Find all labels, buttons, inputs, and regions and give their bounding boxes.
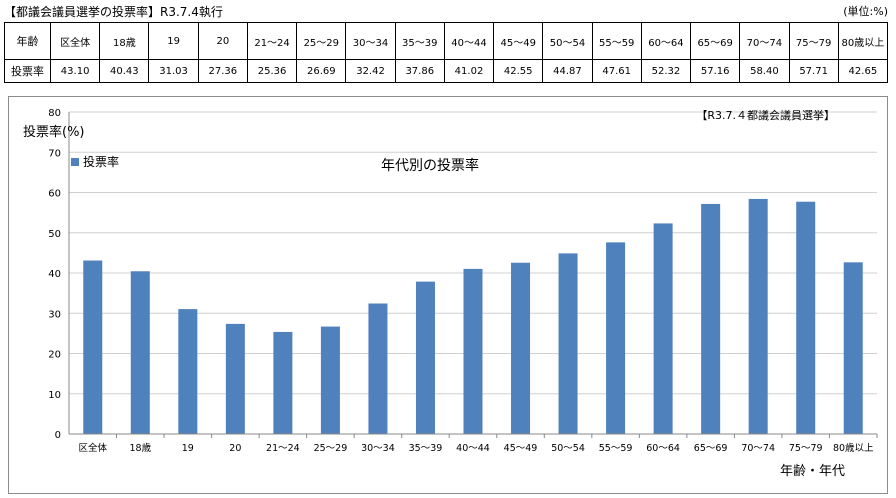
table-header-cell: 19 <box>148 22 199 60</box>
chart-container: 0 10 20 30 40 50 60 70 80 区全体 18歳 19 20 21～24 25～29 30… <box>8 96 888 494</box>
table-value-cell: 27.36 <box>197 59 248 83</box>
table-row-label: 投票率 <box>4 59 51 83</box>
x-tick-label: 25～29 <box>314 443 348 454</box>
table-header-cell: 40～44 <box>443 22 495 60</box>
x-tick-label: 区全体 <box>79 442 108 454</box>
bar <box>606 242 626 434</box>
y-tick-label: 30 <box>48 309 61 320</box>
table-header-cell: 65～69 <box>690 22 741 60</box>
table-value-cell: 40.43 <box>99 59 150 83</box>
bar <box>843 262 863 434</box>
x-tick-label: 30～34 <box>361 443 395 454</box>
y-tick-label: 70 <box>48 148 61 159</box>
table-value-cell: 31.03 <box>148 59 199 83</box>
table-value-cell: 42.55 <box>493 59 544 83</box>
x-tick-label: 18歳 <box>129 442 151 454</box>
x-tick-label: 20 <box>229 443 241 454</box>
table-header-cell: 60～64 <box>640 22 692 60</box>
table-header-cell: 80歳以上 <box>837 22 889 60</box>
turnout-table: 年齢 区全体 18歳 19 20 21～24 25～29 30～34 35～39 40～44 45… <box>4 22 889 83</box>
unit-label: (単位:%) <box>843 5 888 18</box>
table-value-cell: 26.69 <box>296 59 347 83</box>
table-value-cell: 58.40 <box>739 59 790 83</box>
table-header-cell: 区全体 <box>49 22 101 60</box>
table-header-cell: 20 <box>197 22 248 60</box>
y-tick-label: 60 <box>48 189 61 200</box>
bar <box>463 268 483 434</box>
table-row-label: 年齢 <box>4 22 51 60</box>
page-title: 【都議会議員選挙の投票率】R3.7.4執行 <box>4 5 223 19</box>
bar <box>368 303 388 434</box>
x-tick-label: 19 <box>182 443 194 454</box>
bar <box>130 271 150 434</box>
y-tick-labels: 0 10 20 30 40 50 60 70 80 <box>48 108 61 441</box>
bar <box>178 309 198 434</box>
bar-chart: 0 10 20 30 40 50 60 70 80 区全体 18歳 19 20 21～24 25～29 30… <box>23 108 878 479</box>
x-tick-label: 35～39 <box>409 443 443 454</box>
table-value-cell: 43.10 <box>49 59 101 83</box>
table-header-cell: 21～24 <box>246 22 298 60</box>
x-tick-labels: 区全体 18歳 19 20 21～24 25～29 30～34 35～39 40～44 45～49… <box>79 434 878 454</box>
legend-label: 投票率 <box>83 154 119 169</box>
bar <box>415 281 435 434</box>
table-header-cell: 18歳 <box>99 22 150 60</box>
table-value-row: 投票率 43.10 40.43 31.03 27.36 25.36 26.69 32.42 3… <box>4 59 889 83</box>
y-tick-label: 0 <box>55 430 61 441</box>
bar <box>273 331 293 434</box>
table-value-cell: 32.42 <box>345 59 396 83</box>
y-axis-label: 投票率(%) <box>23 124 85 140</box>
bar <box>320 326 340 434</box>
bar <box>701 203 721 434</box>
x-tick-label: 55～59 <box>599 443 633 454</box>
table-value-cell: 37.86 <box>394 59 445 83</box>
y-tick-label: 10 <box>48 390 61 401</box>
table-header-cell: 55～59 <box>591 22 642 60</box>
x-tick-label: 70～74 <box>741 443 775 454</box>
table-value-cell: 57.71 <box>788 59 839 83</box>
x-tick-label: 60～64 <box>646 443 680 454</box>
table-header-cell: 25～29 <box>296 22 347 60</box>
bar <box>511 262 531 434</box>
bar <box>796 201 816 434</box>
table-header-row: 年齢 区全体 18歳 19 20 21～24 25～29 30～34 35～39 40～44 45… <box>4 22 889 60</box>
table-header-cell: 50～54 <box>542 22 593 60</box>
bar <box>653 223 673 434</box>
bars <box>83 198 863 434</box>
bar <box>225 323 245 434</box>
table-header-cell: 45～49 <box>493 22 544 60</box>
chart-corner-note: 【R3.7.４都議会議員選挙】 <box>696 108 835 122</box>
y-tick-label: 20 <box>48 350 61 361</box>
table-value-cell: 41.02 <box>443 59 495 83</box>
x-tick-label: 45～49 <box>504 443 538 454</box>
table-value-cell: 42.65 <box>837 59 889 83</box>
table-header-cell: 35～39 <box>394 22 445 60</box>
bar <box>748 198 768 434</box>
y-tick-label: 50 <box>48 229 61 240</box>
legend-swatch <box>71 158 79 166</box>
x-tick-label: 65～69 <box>694 443 728 454</box>
table-value-cell: 44.87 <box>542 59 593 83</box>
x-tick-label: 21～24 <box>266 443 300 454</box>
y-tick-label: 80 <box>48 108 61 119</box>
x-tick-label: 80歳以上 <box>833 442 874 454</box>
bar <box>558 253 578 434</box>
table-header-cell: 75～79 <box>788 22 839 60</box>
table-value-cell: 47.61 <box>591 59 642 83</box>
x-tick-label: 75～79 <box>789 443 823 454</box>
x-axis-label: 年齢・年代 <box>780 464 845 479</box>
table-header-cell: 70～74 <box>739 22 790 60</box>
x-tick-label: 50～54 <box>551 443 585 454</box>
table-value-cell: 52.32 <box>640 59 692 83</box>
y-tick-label: 40 <box>48 269 61 280</box>
table-header-cell: 30～34 <box>345 22 396 60</box>
bar <box>83 260 103 434</box>
x-tick-label: 40～44 <box>456 443 490 454</box>
chart-title: 年代別の投票率 <box>381 157 479 174</box>
table-value-cell: 25.36 <box>246 59 298 83</box>
table-value-cell: 57.16 <box>690 59 741 83</box>
